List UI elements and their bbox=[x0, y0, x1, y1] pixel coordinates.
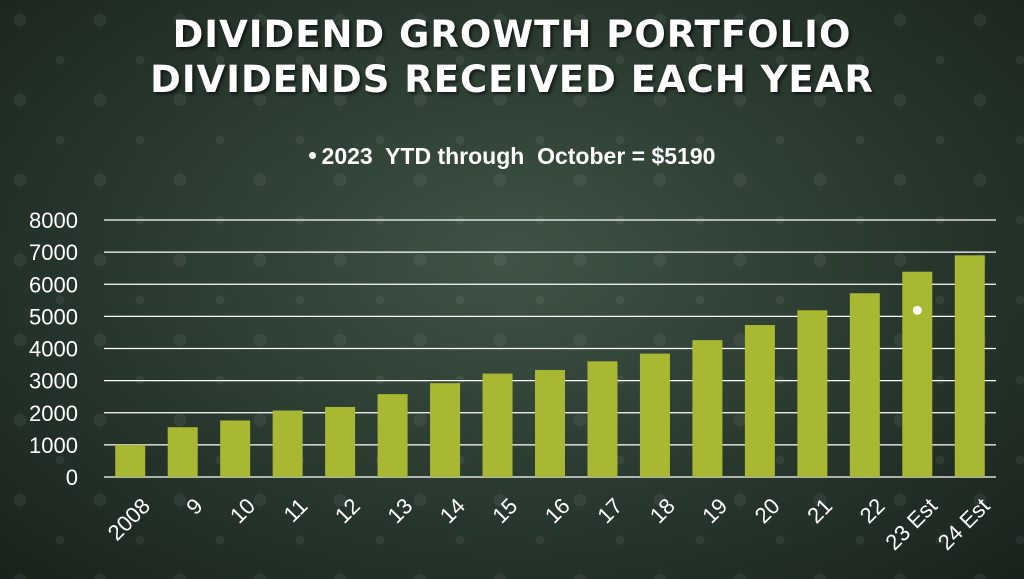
y-tick-label: 8000 bbox=[29, 208, 78, 233]
x-tick-label: 14 bbox=[435, 493, 470, 528]
bar-22 bbox=[849, 293, 880, 477]
title-line-1: DIVIDEND GROWTH PORTFOLIO bbox=[172, 13, 852, 56]
x-tick-label: 16 bbox=[540, 493, 575, 528]
bar-19 bbox=[692, 340, 723, 477]
bar-24-est bbox=[954, 255, 985, 477]
bar-15 bbox=[482, 373, 513, 477]
x-tick-label: 17 bbox=[592, 493, 627, 528]
bar-20 bbox=[744, 325, 775, 477]
x-tick-label: 24 Est bbox=[933, 493, 995, 555]
x-tick-label: 11 bbox=[279, 493, 313, 527]
x-tick-label: 19 bbox=[697, 493, 732, 528]
bullet-dot-icon bbox=[308, 152, 316, 160]
x-tick-label: 15 bbox=[487, 493, 522, 528]
y-tick-label: 6000 bbox=[29, 272, 78, 297]
x-tick-label: 23 Est bbox=[880, 493, 942, 555]
x-tick-label: 13 bbox=[382, 493, 417, 528]
y-tick-label: 4000 bbox=[29, 337, 78, 362]
x-tick-label: 21 bbox=[802, 493, 837, 528]
x-tick-label: 22 bbox=[855, 493, 890, 528]
bar-9 bbox=[167, 427, 198, 477]
slide-title: DIVIDEND GROWTH PORTFOLIO DIVIDENDS RECE… bbox=[0, 12, 1024, 102]
ytd-bullet: 2023 YTD through October = $5190 bbox=[0, 143, 1024, 170]
bar-23-est bbox=[902, 271, 933, 477]
y-tick-label: 7000 bbox=[29, 240, 78, 265]
bar-21 bbox=[797, 310, 828, 477]
y-tick-label: 3000 bbox=[29, 369, 78, 394]
bars bbox=[115, 255, 985, 477]
bar-17 bbox=[587, 361, 618, 477]
bar-11 bbox=[272, 410, 303, 477]
title-line-2: DIVIDENDS RECEIVED EACH YEAR bbox=[150, 58, 874, 101]
annotation-markers bbox=[912, 305, 922, 315]
bar-18 bbox=[639, 353, 670, 477]
y-tick-label: 1000 bbox=[29, 433, 78, 458]
y-tick-label: 0 bbox=[66, 465, 78, 490]
bar-14 bbox=[430, 383, 461, 477]
ytd-marker-dot bbox=[912, 305, 922, 315]
x-tick-label: 9 bbox=[181, 493, 207, 519]
bar-12 bbox=[325, 406, 356, 477]
bar-13 bbox=[377, 394, 408, 477]
x-tick-label: 12 bbox=[330, 493, 365, 528]
bar-16 bbox=[535, 370, 565, 477]
bar-10 bbox=[220, 420, 251, 477]
ytd-bullet-text: 2023 YTD through October = $5190 bbox=[321, 143, 716, 169]
bar-2008 bbox=[115, 444, 146, 477]
x-tick-label: 10 bbox=[225, 493, 260, 528]
x-tick-label: 20 bbox=[750, 493, 785, 528]
y-tick-label: 2000 bbox=[29, 401, 78, 426]
y-tick-label: 5000 bbox=[29, 304, 78, 329]
x-tick-label: 18 bbox=[645, 493, 680, 528]
x-tick-label: 2008 bbox=[103, 493, 155, 545]
y-axis-ticks: 0 1000 2000 3000 4000 5000 6000 7000 8000 bbox=[29, 208, 78, 490]
